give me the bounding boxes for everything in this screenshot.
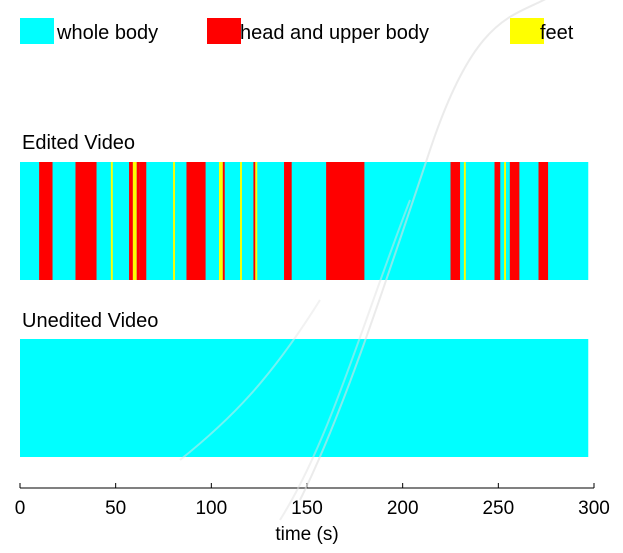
edited-segment-head-upper: [129, 162, 133, 280]
legend-label-whole-body: whole body: [56, 22, 158, 44]
x-axis: 0 50 100 150 200 250 300 time (s): [15, 483, 610, 545]
edited-segment-head-upper: [509, 162, 520, 280]
edited-segment-feet: [504, 162, 506, 280]
x-tick-label: 200: [387, 498, 419, 519]
legend-swatch-feet: [510, 18, 544, 44]
edited-segment-feet: [463, 162, 466, 280]
x-tick-label: 100: [195, 498, 227, 519]
unedited-video-base-bar: [20, 339, 589, 457]
edited-segment-feet: [218, 162, 223, 280]
edited-segment-head-upper: [222, 162, 225, 280]
edited-segment-head-upper: [75, 162, 97, 280]
edited-segment-head-upper: [284, 162, 292, 280]
edited-segment-head-upper: [186, 162, 206, 280]
edited-segment-feet: [173, 162, 175, 280]
unedited-video-title: Unedited Video: [22, 310, 158, 332]
edited-segment-head-upper: [253, 162, 256, 280]
x-tick-label: 0: [15, 498, 26, 519]
timeline-panels: Edited Video Unedited Video: [20, 132, 589, 457]
edited-segment-feet: [132, 162, 137, 280]
edited-segment-head-upper: [39, 162, 53, 280]
legend-swatch-whole-body: [20, 18, 54, 44]
legend-label-head-upper: head and upper body: [240, 22, 429, 44]
legend: whole body head and upper body feet: [20, 18, 574, 44]
edited-video-title: Edited Video: [22, 132, 135, 154]
edited-segment-feet: [240, 162, 242, 280]
edited-segment-head-upper: [494, 162, 501, 280]
edited-segment-head-upper: [139, 162, 147, 280]
legend-swatch-head-upper: [207, 18, 241, 44]
edited-segment-head-upper: [450, 162, 461, 280]
edited-segment-feet: [255, 162, 258, 280]
edited-video-base-bar: [20, 162, 589, 280]
edited-segment-head-upper: [326, 162, 365, 280]
edited-segment-head-upper: [538, 162, 549, 280]
x-axis-label: time (s): [275, 524, 338, 545]
x-tick-label: 300: [578, 498, 610, 519]
edited-segment-head-upper: [136, 162, 140, 280]
legend-label-feet: feet: [540, 22, 574, 44]
x-tick-label: 250: [482, 498, 514, 519]
x-tick-label: 50: [105, 498, 126, 519]
edited-segment-feet: [110, 162, 113, 280]
x-tick-label: 150: [291, 498, 323, 519]
